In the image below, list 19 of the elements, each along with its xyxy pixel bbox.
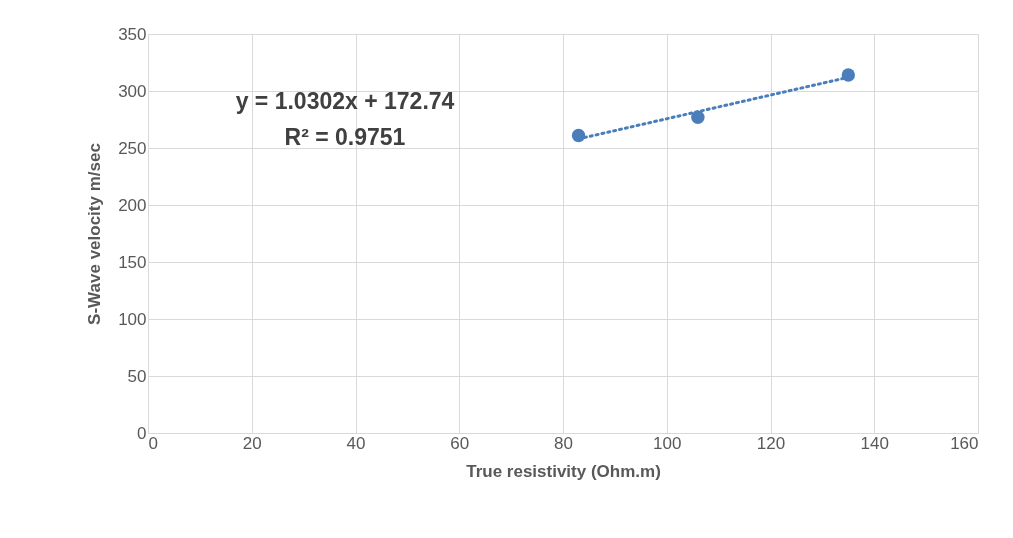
annotation: y = 1.0302x + 172.74 <box>235 88 455 114</box>
x-tick-label: 60 <box>450 433 470 453</box>
y-tick-label: 300 <box>118 81 147 101</box>
y-axis-title: S-Wave velocity m/sec <box>85 143 105 325</box>
x-tick-label: 120 <box>756 433 786 453</box>
x-tick-label: 40 <box>346 433 366 453</box>
x-axis-title: True resistivity (Ohm.m) <box>466 461 661 481</box>
y-tick-label: 250 <box>118 138 147 158</box>
annotation: R² = 0.9751 <box>284 124 406 150</box>
y-tick-label: 50 <box>127 366 147 386</box>
y-tick-label: 100 <box>118 309 147 329</box>
x-tick-label: 80 <box>554 433 573 453</box>
y-tick-label: 150 <box>118 252 147 272</box>
y-tick-label: 350 <box>118 24 147 44</box>
x-tick-label: 160 <box>950 433 979 453</box>
y-tick-label: 200 <box>118 195 147 215</box>
x-tick-label: 100 <box>653 433 682 453</box>
x-tick-label: 20 <box>242 433 262 453</box>
x-tick-label: 140 <box>860 433 889 453</box>
